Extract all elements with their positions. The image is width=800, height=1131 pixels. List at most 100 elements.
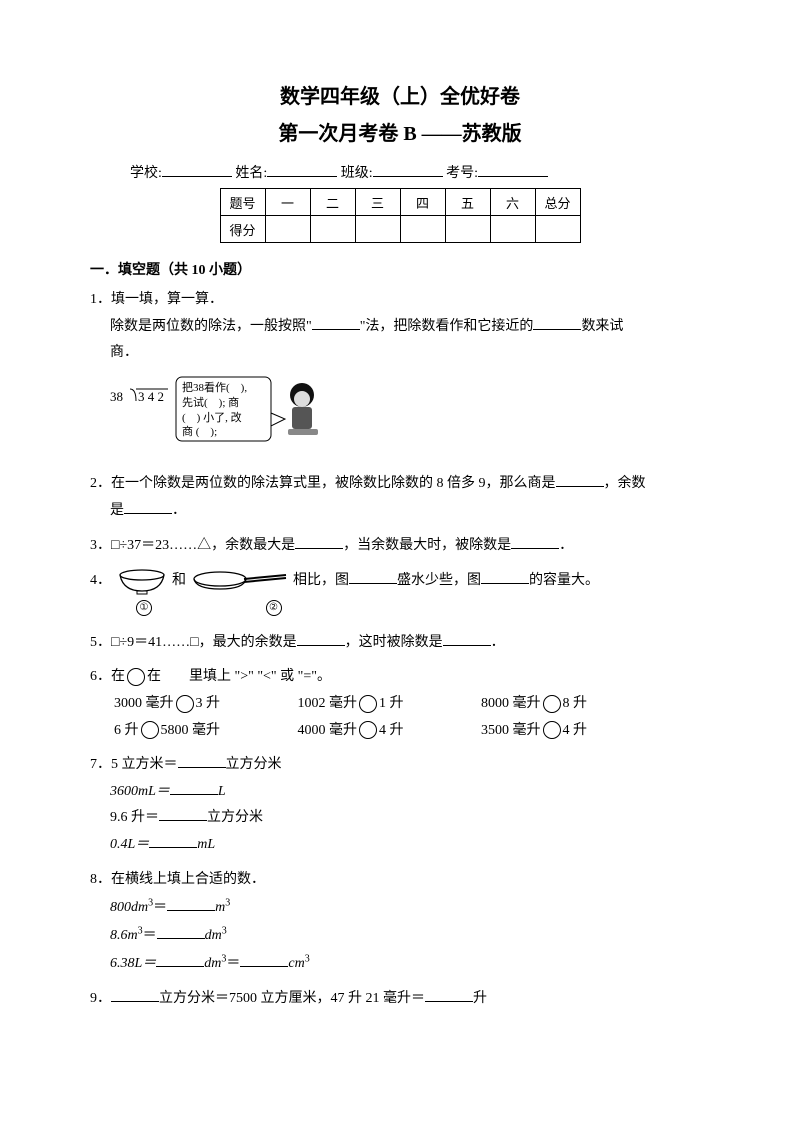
circle-blank[interactable] bbox=[141, 721, 159, 739]
cell[interactable] bbox=[445, 216, 490, 243]
q-text: 填一填，算一算． bbox=[111, 292, 223, 307]
blank[interactable] bbox=[295, 534, 343, 549]
circle-blank[interactable] bbox=[359, 721, 377, 739]
question-3: 3．□÷37＝23……△，余数最大是，当余数最大时，被除数是． bbox=[90, 533, 710, 560]
q-number: 1． bbox=[90, 292, 111, 307]
blank[interactable] bbox=[533, 315, 581, 330]
svg-text:把38看作( ),: 把38看作( ), bbox=[182, 380, 247, 394]
text: cm bbox=[288, 956, 304, 971]
q-number: 8． bbox=[90, 872, 111, 887]
bowl-icon bbox=[115, 567, 169, 595]
text: ，余数 bbox=[604, 476, 646, 491]
cell: 总分 bbox=[535, 189, 580, 216]
blank[interactable] bbox=[511, 534, 559, 549]
text: 6.38L＝ bbox=[110, 956, 156, 971]
text: ＝ bbox=[143, 928, 157, 943]
text: ． bbox=[559, 538, 573, 553]
cell: 四 bbox=[400, 189, 445, 216]
page-title: 数学四年级（上）全优好卷 bbox=[90, 80, 710, 109]
circle-blank[interactable] bbox=[543, 695, 561, 713]
blank[interactable] bbox=[167, 896, 215, 911]
text: 8.6m bbox=[110, 928, 138, 943]
label-id: 考号: bbox=[446, 166, 478, 181]
cell[interactable] bbox=[310, 216, 355, 243]
blank[interactable] bbox=[124, 499, 172, 514]
info-line: 学校: 姓名: 班级: 考号: bbox=[90, 162, 710, 182]
text: ，这时被除数是 bbox=[345, 635, 443, 650]
text: □÷9＝41……□，最大的余数是 bbox=[111, 635, 297, 650]
question-8: 8．在横线上填上合适的数． 800dm3＝m3 8.6m3＝dm3 6.38L＝… bbox=[90, 867, 710, 978]
q-number: 3． bbox=[90, 538, 111, 553]
blank[interactable] bbox=[556, 472, 604, 487]
question-5: 5．□÷9＝41……□，最大的余数是 ，这时被除数是 ． bbox=[90, 630, 710, 657]
cell: 五 bbox=[445, 189, 490, 216]
blank[interactable] bbox=[312, 315, 360, 330]
blank[interactable] bbox=[170, 780, 218, 795]
q-number: 2． bbox=[90, 476, 111, 491]
cell[interactable] bbox=[490, 216, 535, 243]
text: ＝ bbox=[226, 956, 240, 971]
blank[interactable] bbox=[297, 631, 345, 646]
text: L bbox=[218, 784, 226, 799]
blank[interactable] bbox=[481, 569, 529, 584]
cell: 得分 bbox=[220, 216, 265, 243]
blank-school[interactable] bbox=[162, 162, 232, 177]
circle-blank[interactable] bbox=[359, 695, 377, 713]
text: 3500 毫升 bbox=[481, 723, 541, 738]
blank[interactable] bbox=[156, 952, 204, 967]
circled-1: ① bbox=[136, 600, 152, 616]
q-number: 7． bbox=[90, 757, 111, 772]
cell: 一 bbox=[265, 189, 310, 216]
pan-icon bbox=[190, 567, 290, 595]
text: 3000 毫升 bbox=[114, 696, 174, 711]
text: 数来试 bbox=[581, 319, 623, 334]
score-table: 题号 一 二 三 四 五 六 总分 得分 bbox=[220, 188, 581, 243]
question-6: 6．在在 里填上 ">" "<" 或 "="。 3000 毫升3 升 1002 … bbox=[90, 664, 710, 744]
table-row: 题号 一 二 三 四 五 六 总分 bbox=[220, 189, 580, 216]
blank-class[interactable] bbox=[373, 162, 443, 177]
circle-blank[interactable] bbox=[127, 668, 145, 686]
blank[interactable] bbox=[240, 952, 288, 967]
blank[interactable] bbox=[149, 833, 197, 848]
text: mL bbox=[197, 837, 215, 852]
cell[interactable] bbox=[355, 216, 400, 243]
text: ． bbox=[491, 635, 505, 650]
cell[interactable] bbox=[535, 216, 580, 243]
q-number: 4． bbox=[90, 573, 111, 588]
blank[interactable] bbox=[159, 806, 207, 821]
q-number: 9． bbox=[90, 991, 111, 1006]
svg-text:商 ( );: 商 ( ); bbox=[182, 424, 217, 438]
circle-blank[interactable] bbox=[176, 695, 194, 713]
text: ，当余数最大时，被除数是 bbox=[343, 538, 511, 553]
text: 3 升 bbox=[196, 696, 221, 711]
svg-text:先试( ); 商: 先试( ); 商 bbox=[182, 395, 239, 409]
svg-text:3 4 2: 3 4 2 bbox=[138, 389, 164, 404]
cell: 六 bbox=[490, 189, 535, 216]
blank[interactable] bbox=[443, 631, 491, 646]
cell[interactable] bbox=[400, 216, 445, 243]
q-text: 除数是两位数的除法，一般按照""法，把除数看作和它接近的数来试 bbox=[90, 319, 623, 334]
cell: 题号 bbox=[220, 189, 265, 216]
text: 是 bbox=[110, 503, 124, 518]
text: 立方分米＝7500 立方厘米，47 升 21 毫升＝ bbox=[159, 991, 425, 1006]
text: 相比，图 bbox=[293, 573, 349, 588]
text: 4 升 bbox=[563, 723, 588, 738]
text: ． bbox=[172, 503, 186, 518]
question-4: 4． 和 相比，图盛水少些，图的容量大。 ① ② bbox=[90, 567, 710, 622]
text: 6 升 bbox=[114, 723, 139, 738]
blank[interactable] bbox=[178, 753, 226, 768]
blank[interactable] bbox=[425, 987, 473, 1002]
circle-blank[interactable] bbox=[543, 721, 561, 739]
text: 4 升 bbox=[379, 723, 404, 738]
label-school: 学校: bbox=[130, 166, 162, 181]
blank[interactable] bbox=[157, 924, 205, 939]
blank-name[interactable] bbox=[267, 162, 337, 177]
blank[interactable] bbox=[349, 569, 397, 584]
text: m bbox=[215, 900, 225, 915]
cell[interactable] bbox=[265, 216, 310, 243]
text: 立方分米 bbox=[207, 810, 263, 825]
text: 升 bbox=[473, 991, 487, 1006]
blank[interactable] bbox=[111, 987, 159, 1002]
blank-id[interactable] bbox=[478, 162, 548, 177]
q-number: 5． bbox=[90, 635, 111, 650]
